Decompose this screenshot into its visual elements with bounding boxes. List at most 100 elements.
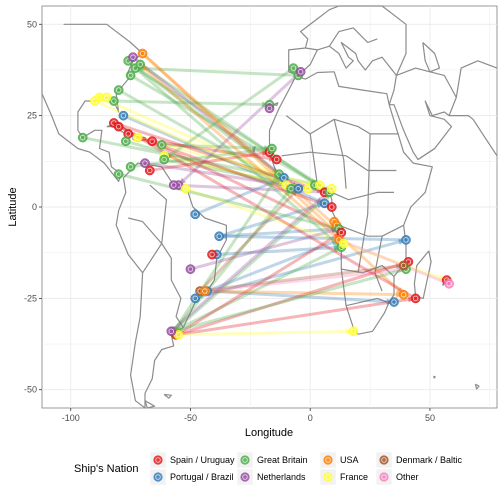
port-marker bbox=[398, 260, 409, 271]
legend-swatch-center bbox=[381, 474, 387, 480]
port-marker bbox=[118, 110, 129, 121]
legend-label: Portugal / Brazil bbox=[170, 472, 234, 482]
x-axis-ticks: -100 -50 0 50 bbox=[62, 408, 435, 423]
route-line bbox=[177, 329, 355, 337]
port-marker bbox=[128, 52, 138, 63]
port-marker bbox=[168, 180, 179, 190]
legend-swatch-center bbox=[155, 474, 161, 480]
route-line bbox=[162, 66, 295, 161]
port-marker-center bbox=[329, 185, 335, 192]
border-path bbox=[417, 147, 436, 161]
grid-lines bbox=[42, 6, 497, 408]
port-marker bbox=[140, 158, 150, 168]
x-axis-title: Longitude bbox=[245, 427, 293, 439]
port-marker-center bbox=[321, 200, 328, 207]
route-line bbox=[193, 238, 408, 300]
route-line bbox=[198, 263, 406, 293]
x-tick-label: -50 bbox=[184, 413, 197, 423]
port-marker-center bbox=[149, 138, 155, 144]
port-marker-center bbox=[127, 72, 134, 79]
route-line bbox=[205, 289, 396, 304]
port-marker-center bbox=[168, 328, 175, 335]
route-line bbox=[129, 73, 327, 191]
port-marker-center bbox=[127, 164, 134, 170]
route-line bbox=[172, 183, 331, 194]
port-marker bbox=[338, 238, 349, 249]
legend: Spain / Uruguay Portugal / Brazil Great Br… bbox=[149, 451, 463, 486]
route-line bbox=[217, 234, 408, 242]
route-line bbox=[174, 296, 418, 337]
border-path bbox=[281, 151, 397, 172]
port-marker bbox=[147, 136, 158, 147]
port-marker-center bbox=[130, 54, 136, 60]
border-path bbox=[455, 60, 498, 98]
route-line bbox=[337, 238, 451, 286]
route-line bbox=[160, 143, 274, 151]
port-marker-center bbox=[391, 299, 397, 305]
y-tick-label: 25 bbox=[27, 111, 37, 121]
route-line bbox=[112, 121, 327, 194]
route-line bbox=[169, 187, 334, 333]
port-marker bbox=[199, 286, 210, 296]
route-line bbox=[177, 70, 303, 187]
legend-label: USA bbox=[340, 455, 359, 465]
port-marker-center bbox=[120, 112, 127, 119]
legend-label: Great Britain bbox=[257, 455, 308, 465]
border-path bbox=[357, 133, 371, 273]
legend-swatch-center bbox=[155, 457, 161, 463]
port-marker bbox=[159, 154, 169, 165]
legend-swatch-center bbox=[325, 474, 331, 480]
port-marker-center bbox=[209, 251, 215, 258]
border-path bbox=[328, 27, 378, 47]
border-path bbox=[388, 67, 457, 161]
port-marker-center bbox=[161, 156, 167, 163]
port-marker bbox=[125, 161, 136, 172]
x-tick-label: 0 bbox=[308, 413, 313, 423]
port-marker-center bbox=[412, 295, 419, 302]
port-marker-center bbox=[103, 94, 110, 101]
port-marker bbox=[389, 297, 399, 307]
port-marker-center bbox=[139, 50, 146, 57]
x-tick-label: -100 bbox=[62, 413, 80, 423]
port-marker bbox=[144, 165, 155, 176]
port-marker-center bbox=[288, 185, 294, 192]
route-line bbox=[133, 66, 300, 77]
border-path bbox=[449, 115, 498, 157]
port-marker-center bbox=[202, 288, 208, 294]
border-path bbox=[252, 146, 256, 153]
route-line bbox=[193, 176, 286, 216]
port-marker-center bbox=[137, 61, 143, 68]
border-path bbox=[288, 5, 407, 76]
legend-swatch bbox=[153, 455, 163, 465]
port-marker-center bbox=[290, 65, 297, 71]
y-axis-ticks: -50 -25 0 25 50 bbox=[24, 19, 42, 395]
border-path bbox=[309, 133, 318, 186]
route-line bbox=[148, 150, 271, 172]
port-marker-center bbox=[295, 185, 301, 192]
route-line bbox=[172, 190, 334, 333]
route-line bbox=[205, 238, 341, 293]
border-path bbox=[338, 224, 404, 237]
port-marker-center bbox=[142, 160, 148, 166]
port-marker-center bbox=[192, 211, 199, 218]
port-marker bbox=[326, 183, 337, 194]
route-line bbox=[188, 227, 341, 271]
route-line bbox=[150, 139, 279, 161]
route-line bbox=[141, 52, 341, 231]
port-marker-center bbox=[350, 328, 357, 335]
route-line bbox=[138, 62, 319, 187]
legend-label: France bbox=[340, 472, 368, 482]
port-marker-center bbox=[329, 204, 335, 210]
route-line bbox=[217, 201, 327, 238]
port-marker-center bbox=[297, 69, 304, 75]
port-marker bbox=[214, 231, 225, 242]
port-marker bbox=[271, 154, 282, 165]
port-marker-center bbox=[269, 145, 275, 152]
y-tick-label: -50 bbox=[24, 385, 37, 395]
legend-swatch bbox=[240, 455, 250, 465]
route-line bbox=[126, 59, 281, 176]
border-path bbox=[128, 217, 163, 244]
route-line bbox=[342, 242, 449, 282]
port-marker bbox=[113, 121, 124, 132]
